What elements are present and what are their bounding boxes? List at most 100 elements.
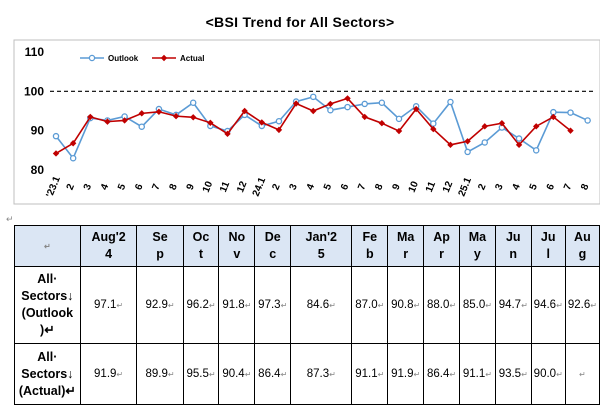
data-point-outlook bbox=[52, 132, 60, 140]
column-header-line: r bbox=[439, 247, 444, 261]
data-point-outlook bbox=[430, 120, 437, 127]
x-tick-label: 2 bbox=[65, 182, 77, 192]
table-cell: 86.4↵ bbox=[254, 343, 292, 405]
table-cell: 89.9↵ bbox=[136, 343, 184, 405]
row-label-line: All· bbox=[37, 272, 58, 286]
table-cell: 90.0↵ bbox=[530, 343, 566, 405]
legend-label-outlook: Outlook bbox=[108, 54, 139, 63]
column-header-line: t bbox=[198, 247, 204, 261]
cell-value: 88.0 bbox=[426, 299, 450, 311]
cell-paragraph-mark: ↵ bbox=[167, 301, 175, 310]
x-tick-label: 3 bbox=[493, 182, 505, 192]
cell-paragraph-mark: ↵ bbox=[449, 370, 457, 379]
cell-paragraph-mark: ↵ bbox=[377, 370, 385, 379]
cell-value: 93.5 bbox=[498, 368, 522, 380]
column-header-line: Aug'2 bbox=[91, 230, 126, 244]
column-header-line: Au bbox=[574, 230, 591, 244]
column-header-line: c bbox=[269, 247, 277, 261]
column-header-line: Jan'2 bbox=[305, 230, 337, 244]
cell-paragraph-mark: ↵ bbox=[485, 370, 492, 379]
data-point-actual bbox=[207, 119, 214, 126]
table-row-actual: All· Sectors↓ (Actual)↵ 91.9↵ 89.9↵ 95.5↵ 90.4… bbox=[14, 343, 600, 405]
x-tick-label: 10 bbox=[407, 179, 422, 194]
data-point-actual bbox=[138, 110, 145, 117]
data-point-actual bbox=[464, 138, 471, 145]
data-point-actual bbox=[498, 119, 506, 127]
table-cell: 95.5↵ bbox=[182, 343, 220, 405]
cell-value: 92.6 bbox=[567, 299, 591, 311]
cell-paragraph-mark: ↵ bbox=[280, 301, 288, 310]
data-point-actual bbox=[327, 100, 334, 108]
table-header-row: ↵ Aug'2 4 Se p Oc t No v De c Jan'2 5 Fe b Ma r Ap r Ma y Ju n… bbox=[14, 225, 600, 267]
cell-paragraph-mark: ↵ bbox=[208, 370, 216, 379]
table-cell: 87.0↵ bbox=[351, 266, 389, 344]
data-point-actual bbox=[87, 113, 94, 121]
table-cell: 90.4↵ bbox=[218, 343, 256, 405]
x-tick-label: 6 bbox=[133, 182, 145, 192]
cell-paragraph-mark: ↵ bbox=[329, 301, 336, 310]
table-cell: 91.1↵ bbox=[458, 343, 496, 405]
legend-label-actual: Actual bbox=[180, 54, 204, 63]
column-header: Jan'2 5 bbox=[290, 225, 353, 267]
x-tick-label: 4 bbox=[511, 182, 523, 192]
data-point-actual bbox=[567, 127, 574, 134]
data-point-actual bbox=[550, 113, 557, 121]
column-header: Oc t bbox=[182, 225, 220, 267]
x-tick-label: 12 bbox=[235, 179, 250, 194]
cell-paragraph-mark: ↵ bbox=[329, 370, 336, 379]
x-tick-label: 9 bbox=[185, 182, 197, 192]
series-actual bbox=[52, 95, 574, 157]
cell-value: 94.6 bbox=[533, 299, 557, 311]
column-header-line: r bbox=[403, 247, 409, 261]
table-cell: 91.9↵ bbox=[387, 343, 425, 405]
cell-paragraph-mark: ↵ bbox=[116, 301, 124, 310]
y-tick-label: 90 bbox=[31, 124, 45, 138]
column-header-line: v bbox=[233, 247, 241, 261]
data-point-outlook bbox=[361, 100, 368, 108]
row-label-line: Sectors↓ bbox=[21, 366, 74, 381]
cell-value: 86.4 bbox=[426, 368, 450, 380]
cell-paragraph-mark: ↵ bbox=[449, 301, 457, 310]
row-label-line: (Actual)↵ bbox=[18, 383, 76, 398]
table-cell: 84.6↵ bbox=[290, 266, 353, 344]
x-tick-label: 4 bbox=[99, 182, 111, 192]
data-point-outlook bbox=[481, 139, 488, 146]
column-header-line: 4 bbox=[105, 247, 113, 261]
x-tick-label: 24.1 bbox=[251, 176, 269, 199]
cell-value: 87.0 bbox=[355, 299, 378, 311]
data-point-actual bbox=[241, 107, 248, 115]
column-header-line: p bbox=[156, 247, 164, 261]
column-header: Aug'2 4 bbox=[79, 225, 138, 267]
column-header-line: y bbox=[473, 247, 481, 261]
cell-paragraph-mark: ↵ bbox=[579, 370, 586, 379]
y-tick-label: 80 bbox=[31, 163, 45, 177]
data-point-actual bbox=[292, 100, 300, 107]
table-corner-cell: ↵ bbox=[14, 225, 81, 267]
chart-frame bbox=[13, 39, 600, 205]
column-header: Ma y bbox=[458, 225, 496, 267]
x-tick-label: 6 bbox=[339, 182, 351, 192]
legend: Outlook Actual bbox=[80, 54, 204, 63]
data-point-actual bbox=[69, 140, 77, 147]
table-cell: ↵ bbox=[564, 343, 600, 405]
series-outlook bbox=[52, 93, 591, 162]
data-point-actual bbox=[481, 123, 488, 130]
cell-value: 89.9 bbox=[145, 368, 168, 380]
x-tick-label: 2 bbox=[270, 182, 282, 192]
table-cell: 91.9↵ bbox=[79, 343, 138, 405]
x-tick-label: 3 bbox=[288, 182, 300, 192]
x-tick-label: 6 bbox=[545, 182, 557, 192]
data-point-outlook bbox=[327, 106, 334, 114]
column-header-line: n bbox=[509, 247, 518, 261]
data-point-outlook bbox=[464, 148, 471, 156]
y-tick-label: 100 bbox=[24, 84, 44, 98]
data-point-actual bbox=[344, 95, 351, 102]
data-point-actual bbox=[447, 141, 454, 149]
cell-paragraph-mark: ↵ bbox=[413, 301, 421, 310]
table-row-outlook: All· Sectors↓ (Outlook)↵ 97.1↵ 92.9↵ 96.2↵ 91.… bbox=[14, 266, 600, 344]
cell-value: 90.0 bbox=[533, 368, 557, 380]
x-tick-label: 11 bbox=[218, 180, 232, 194]
data-point-actual bbox=[121, 117, 128, 124]
cell-paragraph-mark: ↵ bbox=[521, 301, 528, 310]
x-tick-label: 5 bbox=[116, 182, 128, 192]
